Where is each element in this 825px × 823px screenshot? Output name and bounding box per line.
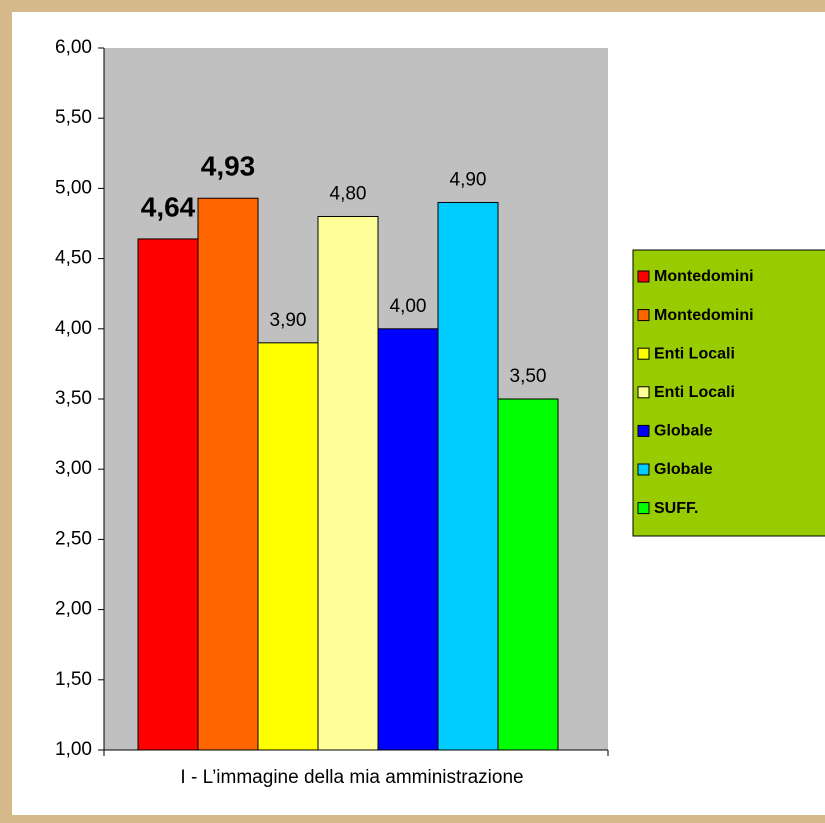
y-tick-label: 5,50 <box>55 107 92 128</box>
legend-label: Montedomini <box>654 307 754 324</box>
legend-swatch <box>637 424 650 437</box>
legend-label: Globale <box>654 423 713 440</box>
legend-swatch <box>637 309 650 322</box>
y-tick-label: 4,50 <box>55 248 92 269</box>
legend-label: SUFF. <box>654 500 698 517</box>
x-tick-label: I - L’immagine della mia amministrazione <box>180 767 523 788</box>
y-tick-label: 4,00 <box>55 318 92 339</box>
legend-swatch <box>637 270 650 283</box>
bar <box>497 398 559 751</box>
value-label: 4,90 <box>450 169 487 190</box>
y-tick-label: 3,50 <box>55 388 92 409</box>
bar <box>377 328 439 751</box>
y-tick-label: 1,50 <box>55 669 92 690</box>
legend-swatch <box>637 463 650 476</box>
y-tick-label: 3,00 <box>55 458 92 479</box>
legend-label: Enti Locali <box>654 345 735 362</box>
legend <box>632 249 825 537</box>
bar <box>137 238 199 751</box>
legend-label: Globale <box>654 461 713 478</box>
legend-label: Montedomini <box>654 268 754 285</box>
bar <box>437 201 499 751</box>
legend-swatch <box>637 347 650 360</box>
bar <box>197 197 259 751</box>
legend-label: Enti Locali <box>654 384 735 401</box>
value-label: 3,50 <box>510 366 547 387</box>
value-label: 4,80 <box>330 183 367 204</box>
value-label: 4,64 <box>141 191 196 222</box>
value-label: 4,00 <box>390 296 427 317</box>
legend-swatch <box>637 502 650 515</box>
y-tick-label: 1,00 <box>55 739 92 760</box>
value-label: 4,93 <box>201 151 256 182</box>
y-tick-label: 6,00 <box>55 37 92 58</box>
y-tick-label: 2,50 <box>55 528 92 549</box>
y-tick-label: 2,00 <box>55 599 92 620</box>
y-tick-label: 5,00 <box>55 177 92 198</box>
value-label: 3,90 <box>270 310 307 331</box>
bar <box>317 215 379 751</box>
bar <box>257 342 319 751</box>
legend-swatch <box>637 386 650 399</box>
